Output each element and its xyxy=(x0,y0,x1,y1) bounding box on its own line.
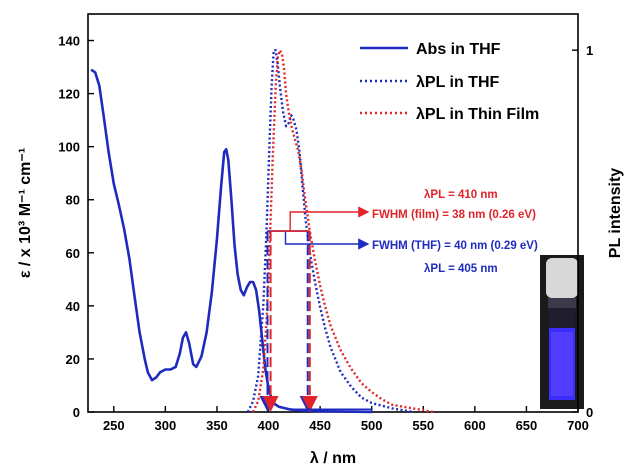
x-tick-label: 400 xyxy=(258,418,280,433)
legend: Abs in THF λPL in THF λPL in Thin Film xyxy=(360,41,539,123)
y-tick-label: 140 xyxy=(58,34,80,49)
x-tick-label: 300 xyxy=(155,418,177,433)
annotation-film-fwhm: FWHM (film) = 38 nm (0.26 eV) xyxy=(372,209,536,221)
x-tick-label: 600 xyxy=(464,418,486,433)
y2-tick-label: 0 xyxy=(586,405,593,420)
x-tick-label: 550 xyxy=(412,418,434,433)
y2-tick-label: 1 xyxy=(586,43,593,58)
annotation-film-pl: λPL = 410 nm xyxy=(424,189,498,201)
x-tick-label: 500 xyxy=(361,418,383,433)
legend-label-pl-film: λPL in Thin Film xyxy=(416,106,539,123)
x-axis-label: λ / nm xyxy=(310,450,356,467)
y-tick-label: 60 xyxy=(66,246,80,261)
x-tick-label: 700 xyxy=(567,418,589,433)
x-tick-label: 350 xyxy=(206,418,228,433)
legend-label-abs: Abs in THF xyxy=(416,41,501,58)
thf-leader-arrow xyxy=(284,232,370,250)
y-tick-label: 40 xyxy=(66,299,80,314)
series-line-0 xyxy=(90,68,372,414)
y-tick-label: 100 xyxy=(58,140,80,155)
y-tick-label: 80 xyxy=(66,193,80,208)
x-tick-label: 450 xyxy=(309,418,331,433)
y-tick-label: 0 xyxy=(73,405,80,420)
annotation-thf-pl: λPL = 405 nm xyxy=(424,263,498,275)
series-line-1 xyxy=(246,49,414,414)
y-axis-label: ε / x 10³ M⁻¹ cm⁻¹ xyxy=(17,148,34,278)
film-leader-arrow xyxy=(289,206,370,231)
x-tick-label: 650 xyxy=(516,418,538,433)
y-tick-label: 120 xyxy=(58,87,80,102)
x-tick-label: 250 xyxy=(103,418,125,433)
cuvette-photo xyxy=(540,255,584,409)
annotation-thf-fwhm: FWHM (THF) = 40 nm (0.29 eV) xyxy=(372,240,538,252)
y-tick-label: 20 xyxy=(66,352,80,367)
y2-axis-label: PL intensity xyxy=(607,168,624,258)
legend-label-pl-thf: λPL in THF xyxy=(416,74,499,91)
